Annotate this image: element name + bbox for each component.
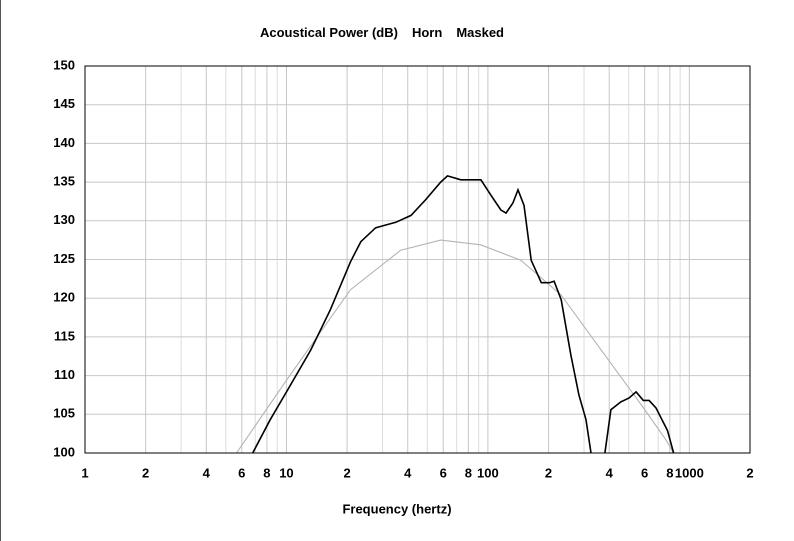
series-line [251, 175, 675, 453]
x-tick-label: 1000 [675, 465, 704, 480]
x-tick-label: 6 [238, 465, 245, 480]
y-tick-label: 125 [53, 251, 75, 266]
x-tick-label: 10 [279, 465, 293, 480]
x-tick-label: 6 [440, 465, 447, 480]
series-line [236, 239, 675, 453]
y-tick-label: 115 [54, 328, 75, 343]
plot-frame [84, 65, 751, 454]
y-tick-label: 110 [54, 367, 75, 382]
title-text: Acoustical Power (dB) [260, 25, 398, 40]
x-tick-label: 8 [263, 465, 270, 480]
x-tick-label: 8 [465, 465, 472, 480]
legend-entry: Horn [412, 25, 442, 40]
y-tick-label: 100 [53, 444, 75, 459]
x-axis-label: Frequency (hertz) [342, 501, 451, 516]
x-tick-label: 2 [142, 465, 149, 480]
x-tick-label: 2 [343, 465, 350, 480]
x-tick-label: 4 [203, 465, 211, 480]
y-tick-label: 145 [53, 96, 75, 111]
x-tick-label: 8 [666, 465, 673, 480]
x-tick-label: 2 [545, 465, 552, 480]
x-tick-label: 1 [81, 465, 88, 480]
chart-title: Acoustical Power (dB) Horn Masked [260, 25, 504, 40]
legend-entry: Masked [456, 25, 504, 40]
y-tick-label: 105 [53, 406, 75, 421]
x-tick-label: 4 [606, 465, 614, 480]
y-tick-label: 135 [53, 174, 75, 189]
x-tick-label: 100 [477, 465, 499, 480]
x-tick-label: 2 [746, 465, 753, 480]
y-tick-label: 150 [53, 57, 75, 72]
x-tick-label: 4 [404, 465, 412, 480]
y-tick-label: 140 [53, 135, 75, 150]
x-tick-label: 6 [641, 465, 648, 480]
y-tick-label: 130 [53, 212, 75, 227]
y-tick-label: 120 [53, 290, 75, 305]
